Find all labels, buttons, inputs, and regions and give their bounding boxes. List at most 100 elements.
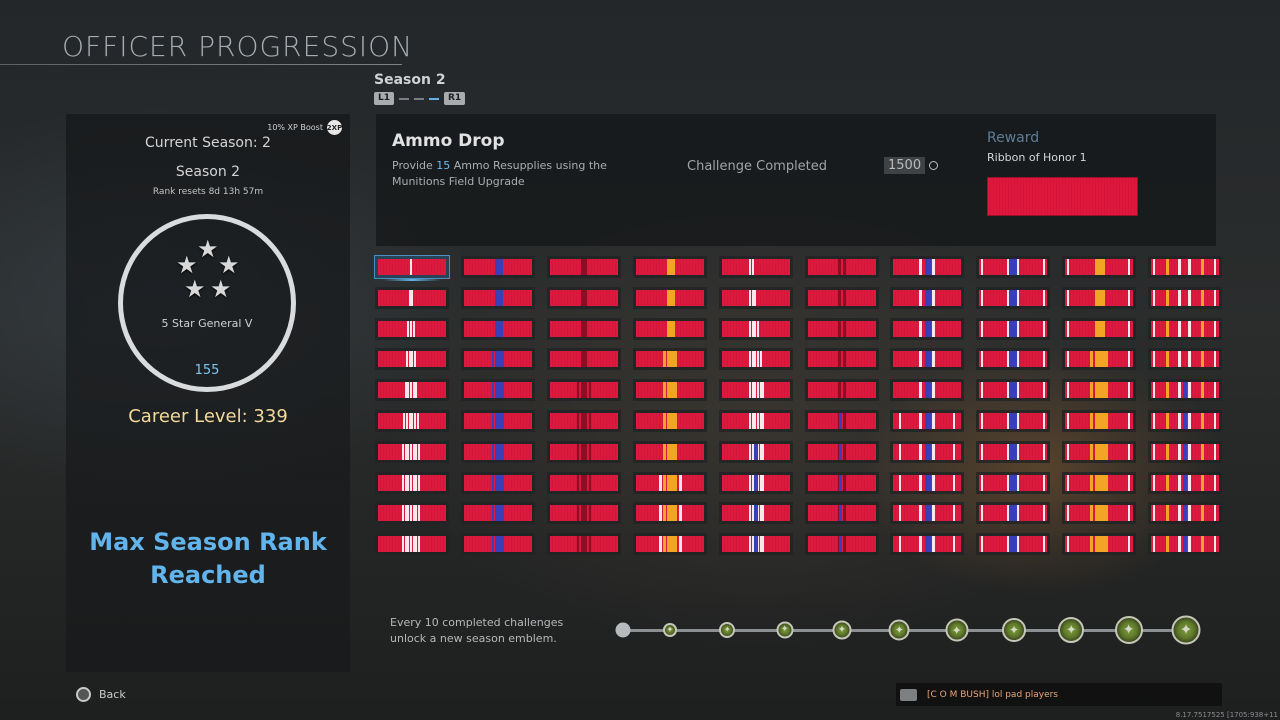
ribbon-item[interactable] [1062, 502, 1137, 525]
ribbon-item[interactable] [1148, 471, 1223, 494]
ribbon-item[interactable] [375, 440, 449, 463]
ribbon-item[interactable] [890, 440, 965, 463]
ribbon-item[interactable] [976, 471, 1051, 494]
ribbon-item[interactable] [804, 471, 879, 494]
ribbon-item[interactable] [632, 379, 707, 402]
ribbon-item[interactable] [1148, 440, 1223, 463]
ribbon-item[interactable] [546, 471, 621, 494]
ribbon-item[interactable] [1062, 440, 1137, 463]
ribbon-item[interactable] [890, 471, 965, 494]
ribbon-item[interactable] [804, 410, 879, 432]
ribbon-item[interactable] [1148, 317, 1223, 340]
ribbon-item[interactable] [1062, 410, 1137, 432]
ribbon-item[interactable] [375, 317, 449, 340]
ribbon-item[interactable] [718, 256, 793, 278]
ribbon-item[interactable] [632, 410, 707, 432]
ribbon-item[interactable] [718, 379, 793, 402]
ribbon-item[interactable] [804, 256, 879, 278]
ribbon-item[interactable] [890, 410, 965, 432]
ribbon-item[interactable] [890, 379, 965, 402]
ribbon-item[interactable] [804, 286, 879, 309]
season-emblem-icon[interactable]: ✦ [776, 621, 794, 639]
ribbon-item[interactable] [976, 317, 1051, 340]
ribbon-item[interactable] [1148, 502, 1223, 525]
ribbon-item[interactable] [632, 471, 707, 494]
ribbon-item[interactable] [1062, 348, 1137, 371]
season-emblem-icon[interactable]: ✦ [1114, 616, 1143, 644]
ribbon-item[interactable] [375, 256, 449, 281]
ribbon-item[interactable] [1062, 379, 1137, 402]
ribbon-item[interactable] [1148, 286, 1223, 309]
season-emblem-icon[interactable]: ✦ [945, 618, 969, 642]
ribbon-item[interactable] [546, 410, 621, 432]
ribbon-item[interactable] [804, 317, 879, 340]
ribbon-item[interactable] [718, 348, 793, 371]
ribbon-item[interactable] [632, 533, 707, 556]
ribbon-item[interactable] [804, 379, 879, 402]
ribbon-item[interactable] [546, 317, 621, 340]
ribbon-item[interactable] [375, 410, 449, 432]
ribbon-item[interactable] [976, 440, 1051, 463]
ribbon-item[interactable] [1148, 379, 1223, 402]
ribbon-item[interactable] [375, 348, 449, 371]
ribbon-item[interactable] [632, 286, 707, 309]
ribbon-item[interactable] [460, 440, 535, 463]
ribbon-item[interactable] [460, 533, 535, 556]
ribbon-item[interactable] [1062, 533, 1137, 556]
ribbon-item[interactable] [1148, 256, 1223, 278]
ribbon-item[interactable] [546, 502, 621, 525]
ribbon-item[interactable] [460, 471, 535, 494]
ribbon-item[interactable] [1062, 256, 1137, 278]
season-emblem-icon[interactable]: ✦ [888, 619, 910, 641]
ribbon-item[interactable] [460, 502, 535, 525]
season-emblem-icon[interactable]: ✦ [663, 623, 677, 637]
ribbon-item[interactable] [890, 317, 965, 340]
ribbon-item[interactable] [632, 348, 707, 371]
ribbon-item[interactable] [718, 533, 793, 556]
ribbon-item[interactable] [804, 533, 879, 556]
ribbon-item[interactable] [460, 317, 535, 340]
ribbon-item[interactable] [804, 348, 879, 371]
ribbon-item[interactable] [1062, 471, 1137, 494]
ribbon-item[interactable] [460, 410, 535, 432]
ribbon-item[interactable] [632, 256, 707, 278]
ribbon-item[interactable] [1062, 286, 1137, 309]
chat-bar[interactable]: [C O M BUSH] lol pad players [896, 683, 1222, 706]
ribbon-item[interactable] [718, 471, 793, 494]
ribbon-item[interactable] [976, 286, 1051, 309]
r1-key-button[interactable]: R1 [444, 92, 466, 105]
ribbon-item[interactable] [718, 317, 793, 340]
ribbon-item[interactable] [546, 286, 621, 309]
ribbon-item[interactable] [375, 502, 449, 525]
ribbon-item[interactable] [890, 348, 965, 371]
ribbon-item[interactable] [1148, 410, 1223, 432]
ribbon-item[interactable] [375, 379, 449, 402]
ribbon-item[interactable] [460, 379, 535, 402]
ribbon-item[interactable] [546, 533, 621, 556]
ribbon-item[interactable] [460, 256, 535, 278]
ribbon-item[interactable] [890, 256, 965, 278]
ribbon-item[interactable] [375, 533, 449, 556]
ribbon-item[interactable] [976, 348, 1051, 371]
back-button[interactable]: Back [76, 687, 126, 702]
ribbon-item[interactable] [718, 410, 793, 432]
ribbon-item[interactable] [460, 348, 535, 371]
season-emblem-icon[interactable]: ✦ [1002, 618, 1026, 642]
ribbon-item[interactable] [890, 502, 965, 525]
ribbon-item[interactable] [890, 533, 965, 556]
ribbon-item[interactable] [718, 502, 793, 525]
ribbon-item[interactable] [890, 286, 965, 309]
ribbon-item[interactable] [976, 256, 1051, 278]
ribbon-item[interactable] [375, 286, 449, 309]
ribbon-item[interactable] [632, 440, 707, 463]
ribbon-item[interactable] [632, 502, 707, 525]
ribbon-item[interactable] [546, 379, 621, 402]
season-emblem-icon[interactable]: ✦ [832, 620, 852, 640]
ribbon-item[interactable] [375, 471, 449, 494]
l1-key-button[interactable]: L1 [374, 92, 394, 105]
ribbon-item[interactable] [804, 502, 879, 525]
season-emblem-icon[interactable]: ✦ [1171, 615, 1201, 645]
ribbon-item[interactable] [546, 440, 621, 463]
ribbon-item[interactable] [804, 440, 879, 463]
ribbon-item[interactable] [1148, 348, 1223, 371]
